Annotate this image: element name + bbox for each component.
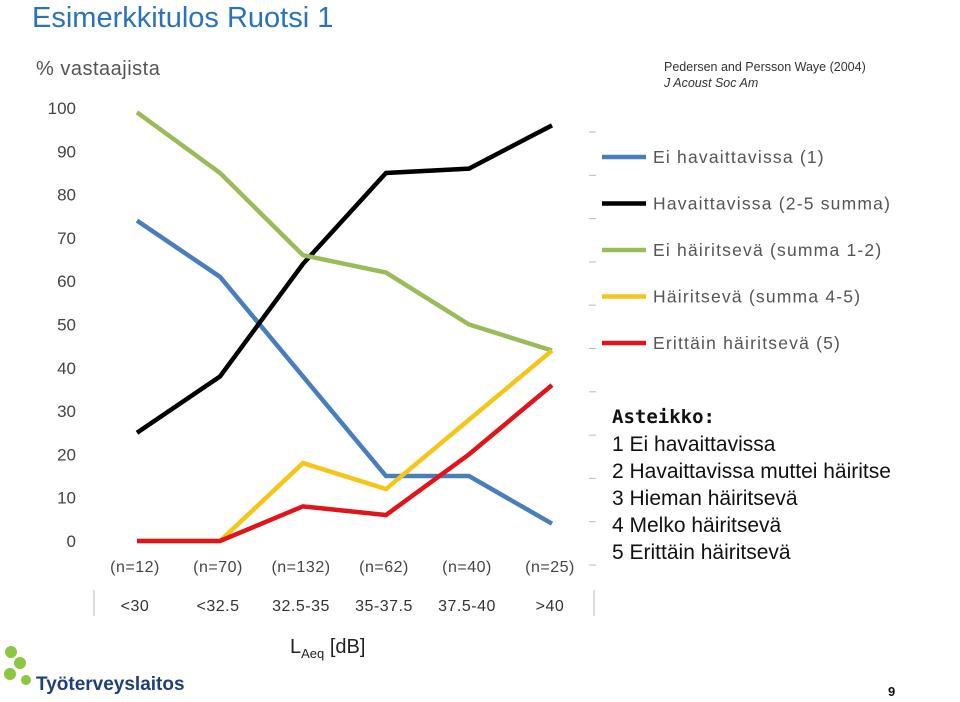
x-tick-label: >40	[536, 598, 565, 615]
x-axis-label-unit: [dB]	[324, 636, 366, 658]
logo-text: Työterveyslaitos	[36, 674, 185, 695]
scale-box: Asteikko: 1 Ei havaittavissa 2 Havaittav…	[612, 404, 891, 566]
sample-size-label: (n=132)	[271, 559, 330, 576]
sample-size-label: (n=62)	[359, 559, 409, 576]
legend-label: Häiritsevä (summa 4-5)	[653, 287, 861, 307]
y-tick-label: 100	[48, 99, 76, 118]
scale-item: 3 Hieman häiritsevä	[612, 487, 798, 510]
legend-label: Havaittavissa (2-5 summa)	[653, 194, 891, 214]
y-tick-label: 0	[67, 532, 76, 551]
sample-size-label: (n=40)	[442, 559, 492, 576]
series-line	[137, 383, 554, 544]
y-tick-label: 50	[57, 316, 76, 335]
legend: Ei havaittavissa (1) Havaittavissa (2-5 s…	[602, 147, 891, 353]
y-tick-label: 80	[57, 186, 76, 205]
scale-item: 2 Havaittavissa muttei häiritse	[612, 460, 891, 483]
scale-item: 4 Melko häiritsevä	[612, 514, 782, 537]
x-axis-label-subscript: Aeq	[301, 646, 325, 661]
legend-label: Erittäin häiritsevä (5)	[653, 333, 841, 353]
slide-title: Esimerkkitulos Ruotsi 1	[32, 2, 334, 34]
y-tick-label: 90	[57, 142, 76, 161]
y-tick-label: 20	[57, 445, 76, 464]
series-line	[135, 218, 554, 526]
scale-title: Asteikko:	[612, 406, 715, 428]
sample-size-label: (n=25)	[525, 559, 575, 576]
scale-item: 1 Ei havaittavissa	[612, 433, 776, 456]
x-tick-label: <30	[121, 598, 150, 615]
page-number: 9	[888, 684, 896, 699]
scale-item: 5 Erittäin häiritsevä	[612, 541, 791, 564]
axis-group: 0 10 20 30 40 50 60 70 80 90 100 (n=12) (n=70) (n=132…	[48, 99, 596, 616]
x-tick-label: 37.5-40	[438, 598, 496, 615]
y-tick-label: 30	[57, 402, 76, 421]
source-authors: Pedersen and Persson Waye (2004)	[664, 60, 866, 74]
series-line	[135, 123, 554, 435]
logo-icon	[4, 646, 31, 685]
y-tick-label: 60	[57, 272, 76, 291]
x-tick-label: 32.5-35	[272, 598, 330, 615]
legend-label: Ei häiritsevä (summa 1-2)	[653, 240, 882, 260]
series-group	[135, 110, 554, 544]
source-journal: J Acoust Soc Am	[664, 76, 759, 90]
series-line	[135, 110, 553, 353]
y-tick-label: 10	[57, 489, 76, 508]
sample-size-label: (n=70)	[193, 559, 243, 576]
y-tick-label: 40	[57, 359, 76, 378]
x-tick-label: 35-37.5	[355, 598, 413, 615]
line-chart: 0 10 20 30 40 50 60 70 80 90 100 (n=12) (n=70) (n=132…	[48, 99, 891, 616]
x-axis-label: LAeq [dB]	[290, 636, 365, 661]
x-axis-label-main: L	[290, 636, 302, 658]
legend-label: Ei havaittavissa (1)	[653, 147, 825, 167]
y-tick-label: 70	[57, 229, 76, 248]
x-tick-label: <32.5	[197, 598, 240, 615]
y-axis-label: % vastaajista	[36, 58, 161, 80]
sample-size-label: (n=12)	[110, 559, 160, 576]
